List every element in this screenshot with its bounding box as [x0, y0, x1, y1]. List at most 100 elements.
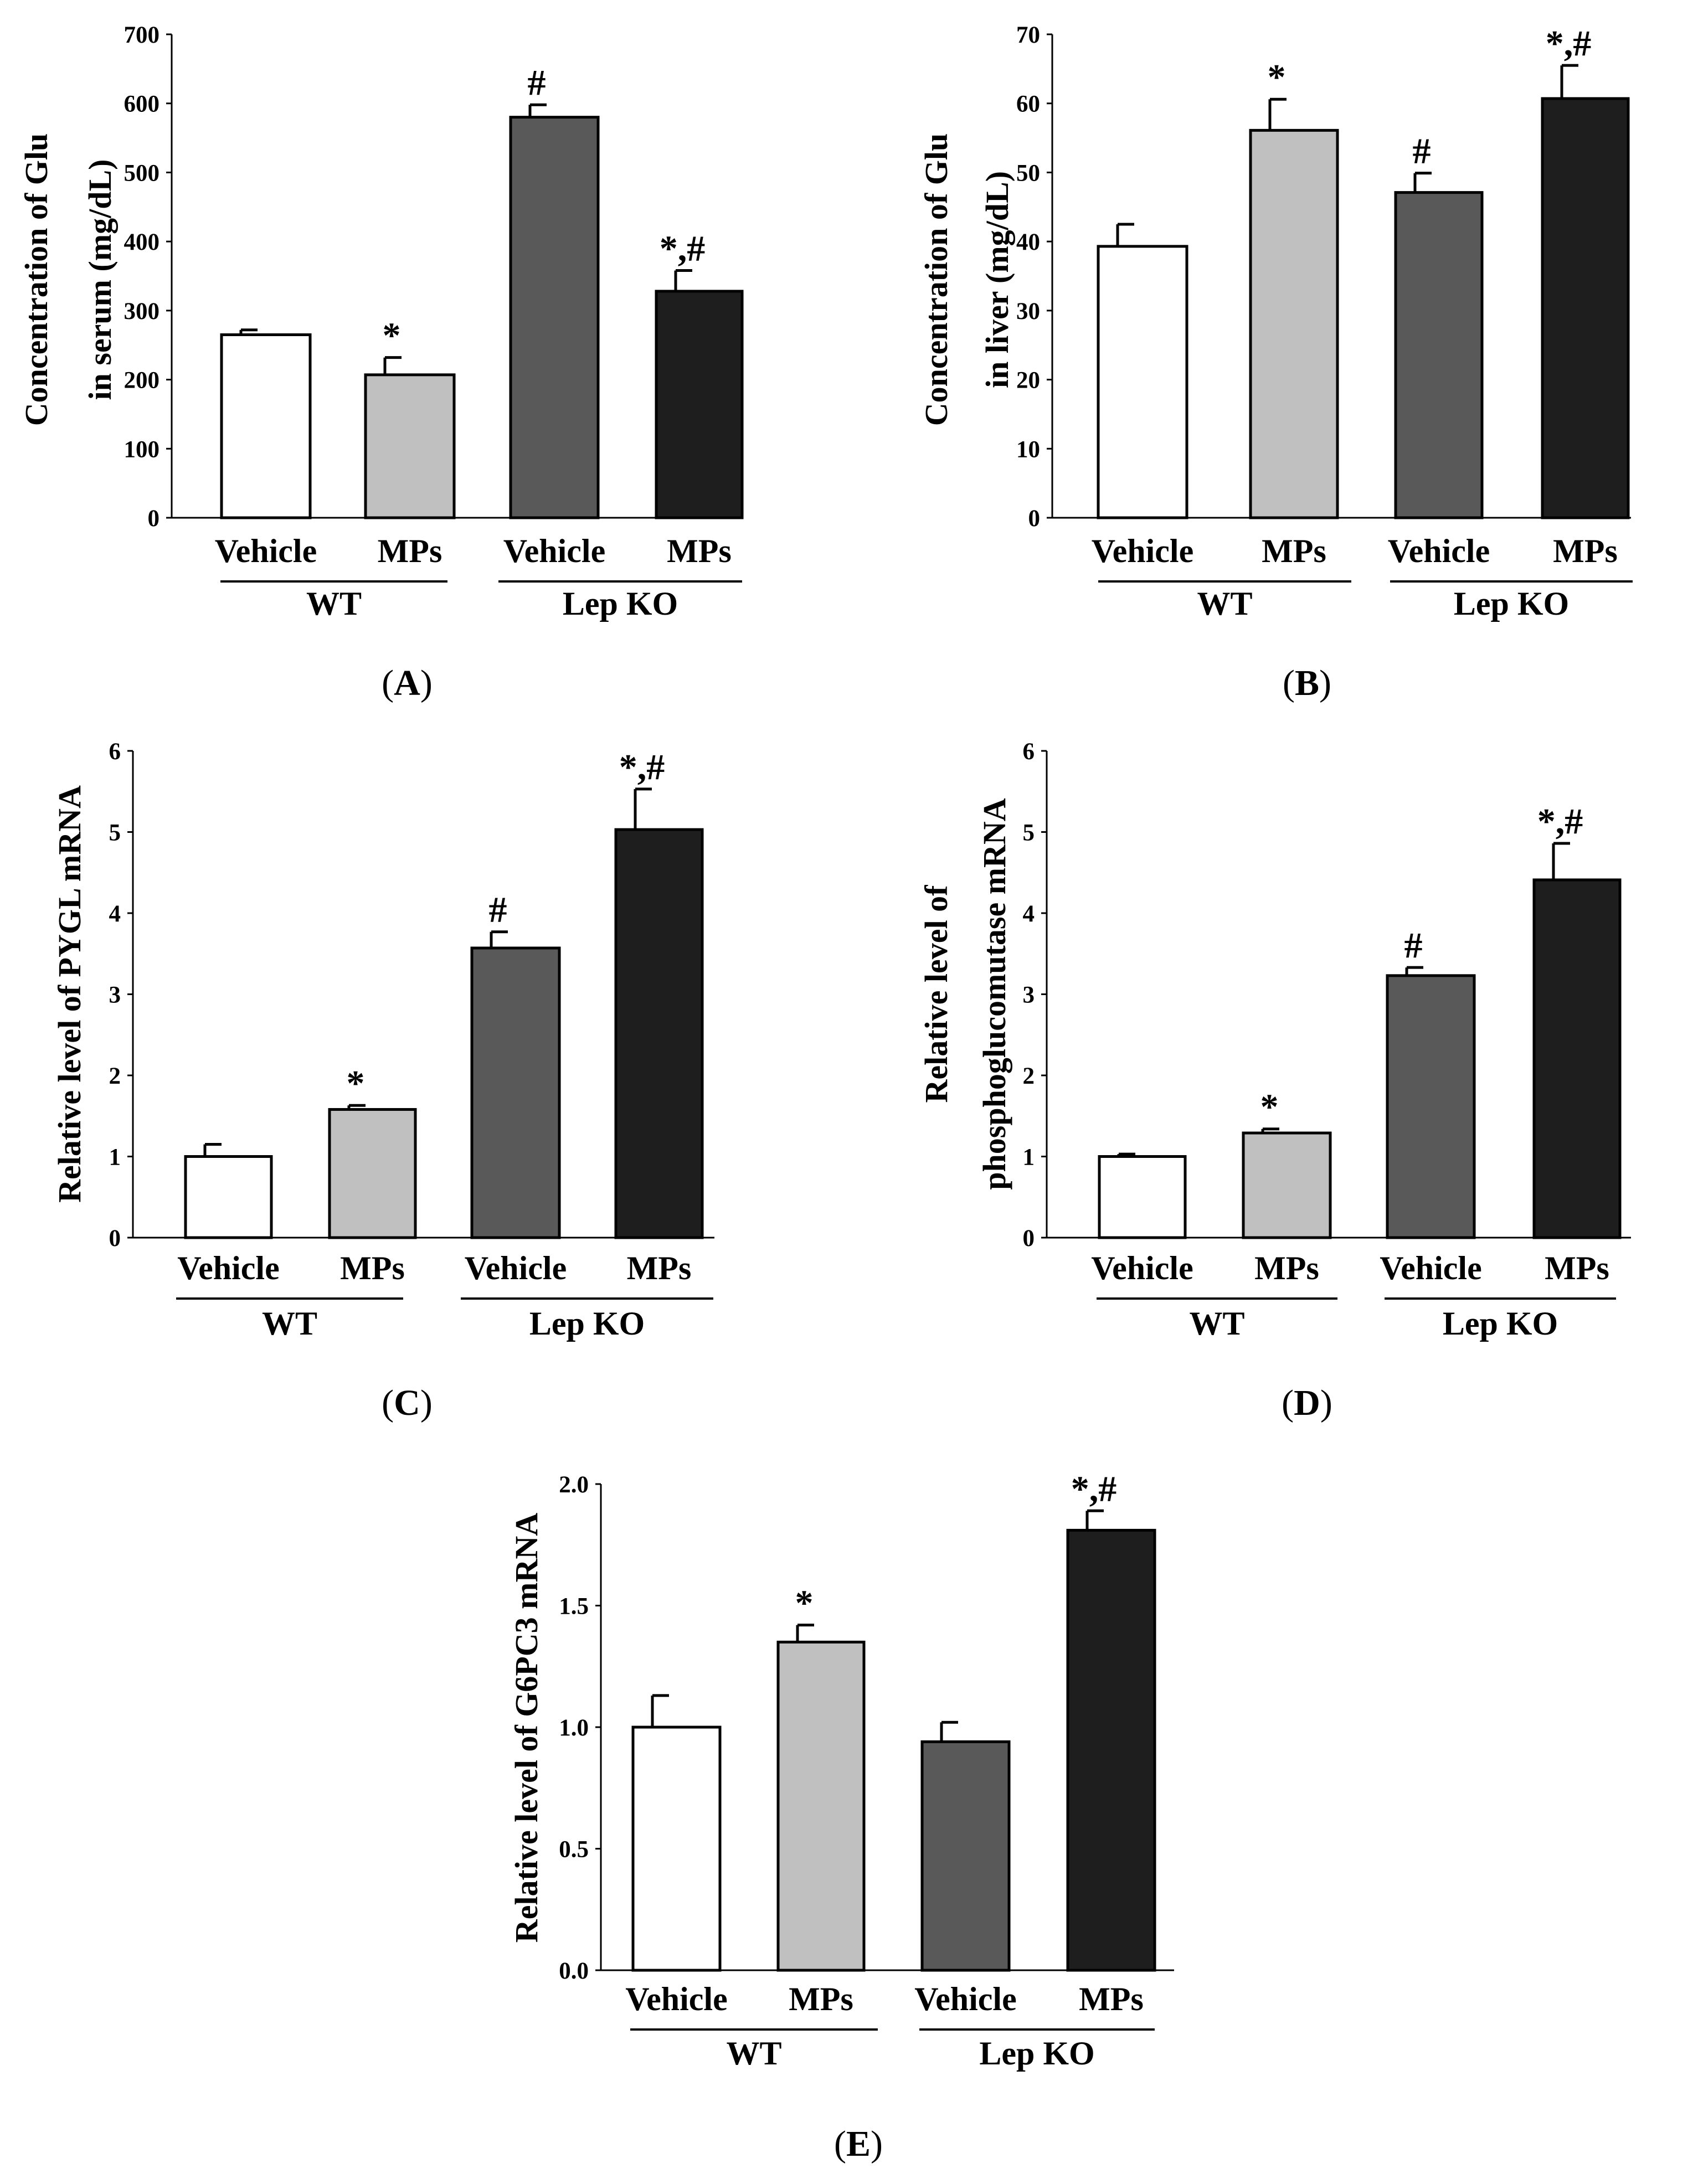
- category-label: MPs: [1254, 1250, 1319, 1286]
- category-label: Vehicle: [625, 1981, 727, 2017]
- significance-label: *: [795, 1583, 814, 1624]
- y-axis-label: in serum (mg/dL): [82, 159, 118, 400]
- category-label: Vehicle: [215, 533, 317, 569]
- y-tick-label: 200: [124, 368, 160, 394]
- bar: [509, 116, 600, 519]
- bar: [470, 946, 561, 1239]
- y-tick-label: 4: [1023, 901, 1035, 927]
- y-tick-label: 2: [1023, 1063, 1035, 1089]
- y-tick-label: 5: [1023, 820, 1035, 846]
- y-tick-label: 400: [124, 229, 160, 255]
- y-tick-label: 50: [1016, 160, 1040, 186]
- y-axis-label: Relative level of G6PC3 mRNA: [508, 1513, 544, 1943]
- panel-c: 0 1 2 3 4 5 6 Relative level of PYGL mRNA Vehicl…: [52, 739, 714, 1423]
- y-tick-label: 40: [1016, 229, 1040, 255]
- category-label: Vehicle: [503, 533, 605, 569]
- category-label: MPs: [1553, 533, 1618, 569]
- bar: [614, 828, 704, 1239]
- significance-label: *: [1268, 57, 1286, 97]
- category-label: Vehicle: [177, 1250, 279, 1286]
- y-tick-label: 10: [1016, 436, 1040, 462]
- y-tick-label: 60: [1016, 91, 1040, 117]
- y-axis-label: Concentration of Glu: [18, 133, 54, 426]
- bar: [1098, 1155, 1187, 1239]
- bar: [655, 290, 744, 519]
- y-tick-label: 3: [1023, 982, 1035, 1008]
- y-tick-label: 3: [109, 982, 121, 1008]
- y-tick-label: 700: [124, 22, 160, 48]
- y-tick-label: 0: [148, 506, 160, 532]
- y-tick-label: 5: [109, 820, 121, 846]
- category-label: Vehicle: [1380, 1250, 1481, 1286]
- y-tick-label: 20: [1016, 368, 1040, 394]
- y-tick-label: 70: [1016, 22, 1040, 48]
- bar: [220, 333, 312, 519]
- category-label: MPs: [1262, 533, 1326, 569]
- bar: [1541, 97, 1630, 519]
- panel-label: (C): [382, 1383, 433, 1423]
- bar: [1394, 191, 1484, 519]
- group-label: Lep KO: [529, 1305, 645, 1342]
- significance-label: *,#: [619, 747, 665, 787]
- y-tick-label: 6: [109, 739, 121, 765]
- y-tick-label: 600: [124, 91, 160, 117]
- group-label: Lep KO: [1443, 1305, 1558, 1342]
- y-tick-label: 500: [124, 160, 160, 186]
- y-tick-label: 2.0: [559, 1472, 589, 1498]
- bar: [364, 373, 456, 519]
- panel-label: (A): [382, 663, 433, 703]
- y-tick-label: 6: [1023, 739, 1035, 765]
- bar: [1532, 878, 1622, 1239]
- significance-label: *,#: [1071, 1469, 1117, 1509]
- y-axis-label: in liver (mg/dL): [979, 171, 1015, 388]
- y-axis-label: phosphoglucomutase mRNA: [976, 798, 1012, 1189]
- y-tick-label: 30: [1016, 298, 1040, 324]
- bar: [631, 1725, 722, 1972]
- significance-label: #: [1404, 925, 1423, 966]
- category-label: Vehicle: [465, 1250, 567, 1286]
- bar: [328, 1108, 417, 1239]
- significance-label: *,#: [1537, 801, 1583, 842]
- y-tick-label: 4: [109, 901, 121, 927]
- y-tick-label: 0.0: [559, 1958, 589, 1984]
- category-label: Vehicle: [1388, 533, 1490, 569]
- category-label: MPs: [1079, 1981, 1144, 2017]
- significance-label: *: [347, 1063, 365, 1104]
- significance-label: #: [489, 890, 507, 930]
- category-label: MPs: [340, 1250, 405, 1286]
- group-label: Lep KO: [563, 585, 678, 622]
- bar: [1097, 245, 1188, 519]
- y-axis-label: Concentration of Glu: [918, 133, 954, 426]
- y-tick-label: 1.5: [559, 1594, 589, 1620]
- panel-a: 0 100 200 300 400 500 600 700 Concentration of G…: [18, 22, 744, 703]
- category-label: MPs: [667, 533, 732, 569]
- significance-label: *,#: [660, 229, 706, 269]
- bar: [776, 1640, 866, 1972]
- category-label: Vehicle: [1091, 1250, 1193, 1286]
- bar: [1242, 1131, 1332, 1239]
- y-axis-label: Relative level of PYGL mRNA: [52, 785, 88, 1203]
- panel-d: 0 1 2 3 4 5 6 Relative level of phosphoglucomuta…: [918, 739, 1631, 1423]
- category-label: MPs: [1545, 1250, 1609, 1286]
- category-label: Vehicle: [914, 1981, 1016, 2017]
- y-tick-label: 0: [109, 1225, 121, 1251]
- y-tick-label: 0.5: [559, 1837, 589, 1863]
- significance-label: *,#: [1546, 23, 1592, 64]
- panel-label: (E): [834, 2124, 883, 2164]
- bar: [1249, 128, 1339, 519]
- group-label: WT: [726, 2035, 781, 2072]
- bar: [1066, 1528, 1156, 1972]
- y-tick-label: 0: [1028, 506, 1041, 532]
- group-label: WT: [1189, 1305, 1244, 1342]
- panel-label: (D): [1282, 1383, 1332, 1423]
- y-tick-label: 1.0: [559, 1715, 589, 1741]
- significance-label: #: [1413, 131, 1431, 172]
- y-tick-label: 1: [1023, 1145, 1035, 1171]
- panel-label: (B): [1283, 663, 1331, 703]
- group-label: WT: [262, 1305, 317, 1342]
- bar: [1386, 974, 1476, 1239]
- category-label: MPs: [627, 1250, 692, 1286]
- group-label: Lep KO: [979, 2035, 1094, 2072]
- panel-e: 0.0 0.5 1.0 1.5 2.0 Relative level of G6PC3 m…: [508, 1469, 1174, 2164]
